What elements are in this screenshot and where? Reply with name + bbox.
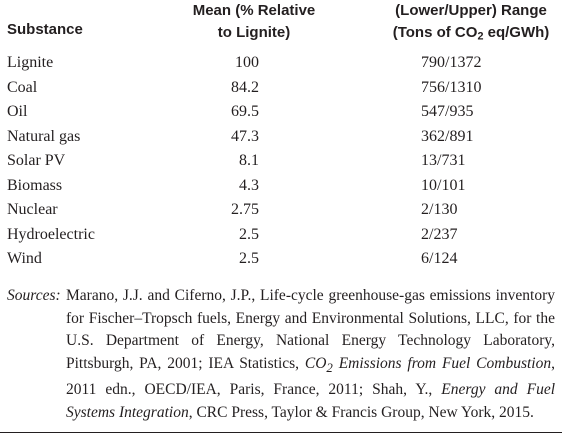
range-cell: 362/891 [421, 127, 474, 145]
table-row: Biomass 4.3 10/101 [0, 174, 562, 199]
substance-cell: Oil [7, 103, 28, 120]
substance-cell: Lignite [7, 54, 54, 71]
header-mean-line2: to Lignite) [217, 24, 291, 41]
mean-cell: 2.75 [231, 201, 259, 218]
substance-cell: Biomass [7, 176, 63, 194]
sources-text: Marano, J.J. and Ciferno, J.P., Life-cyc… [66, 285, 555, 424]
table-row: Natural gas 47.3 362/891 [0, 125, 562, 150]
sources-title1-b: Emissions from Fuel Combustion [332, 354, 552, 372]
sources-title1-sub: 2 [326, 359, 333, 375]
mean-cell: 4.3 [239, 176, 259, 194]
range-cell: 2/237 [421, 225, 458, 243]
mean-cell: 2.5 [239, 225, 259, 243]
table-row: Lignite 100 790/1372 [0, 51, 562, 76]
range-cell: 790/1372 [421, 54, 482, 71]
table-body: Lignite 100 790/1372 Coal 84.2 756/1310 Oil 69.… [0, 51, 562, 272]
mean-cell: 47.3 [231, 127, 259, 145]
sources-part2: , 2011 edn., OECD/IEA, Paris, France, 20… [66, 354, 555, 399]
sources-label: Sources: [7, 287, 61, 304]
substance-cell: Natural gas [7, 127, 81, 145]
range-cell: 10/101 [421, 176, 466, 194]
sources-title1-a: CO [304, 354, 327, 372]
table-row: Coal 84.2 756/1310 [0, 76, 562, 101]
bottom-rule [0, 432, 562, 434]
substance-cell: Nuclear [7, 201, 58, 218]
mean-cell: 8.1 [239, 152, 259, 169]
table-row: Oil 69.5 547/935 [0, 100, 562, 125]
mean-cell: 2.5 [239, 250, 259, 267]
header-mean-line1: Mean (% Relative [192, 2, 316, 19]
sources-part1: Marano, J.J. and Ciferno, J.P., Life-cyc… [66, 287, 555, 372]
sources-title2: Energy and Fuel Systems Integration [66, 381, 556, 421]
table-row: Nuclear 2.75 2/130 [0, 198, 562, 223]
header-substance-label: Substance [7, 21, 83, 38]
header-range-line1: (Lower/Upper) Range [395, 2, 547, 19]
table-row: Wind 2.5 6/124 [0, 247, 562, 272]
table-row: Hydroelectric 2.5 2/237 [0, 223, 562, 248]
header-range: (Lower/Upper) Range (Tons of CO2 eq/GWh) [389, 0, 553, 44]
sources-part3: , CRC Press, Taylor & Francis Group, New… [188, 403, 534, 421]
header-range-line2-sub: 2 [477, 30, 484, 43]
header-range-line2-b: eq/GWh) [483, 24, 550, 41]
header-substance: Substance [7, 19, 83, 41]
table-row: Solar PV 8.1 13/731 [0, 149, 562, 174]
mean-cell: 100 [235, 54, 259, 71]
mean-cell: 69.5 [231, 103, 259, 120]
header-mean: Mean (% Relative to Lignite) [189, 0, 319, 44]
range-cell: 756/1310 [421, 78, 482, 96]
range-cell: 6/124 [421, 250, 458, 267]
substance-cell: Solar PV [7, 152, 66, 169]
sources-title1: CO2 Emissions from Fuel Combustion [304, 354, 552, 375]
range-cell: 13/731 [421, 152, 466, 169]
sources-note: Sources: Marano, J.J. and Ciferno, J.P.,… [7, 285, 555, 424]
range-cell: 2/130 [421, 201, 458, 218]
header-range-line2: (Tons of CO2 eq/GWh) [389, 22, 553, 44]
range-cell: 547/935 [421, 103, 474, 120]
substance-cell: Hydroelectric [7, 225, 95, 243]
substance-cell: Wind [7, 250, 42, 267]
mean-cell: 84.2 [231, 78, 259, 96]
substance-cell: Coal [7, 78, 38, 96]
header-range-line2-a: (Tons of CO [392, 24, 478, 41]
